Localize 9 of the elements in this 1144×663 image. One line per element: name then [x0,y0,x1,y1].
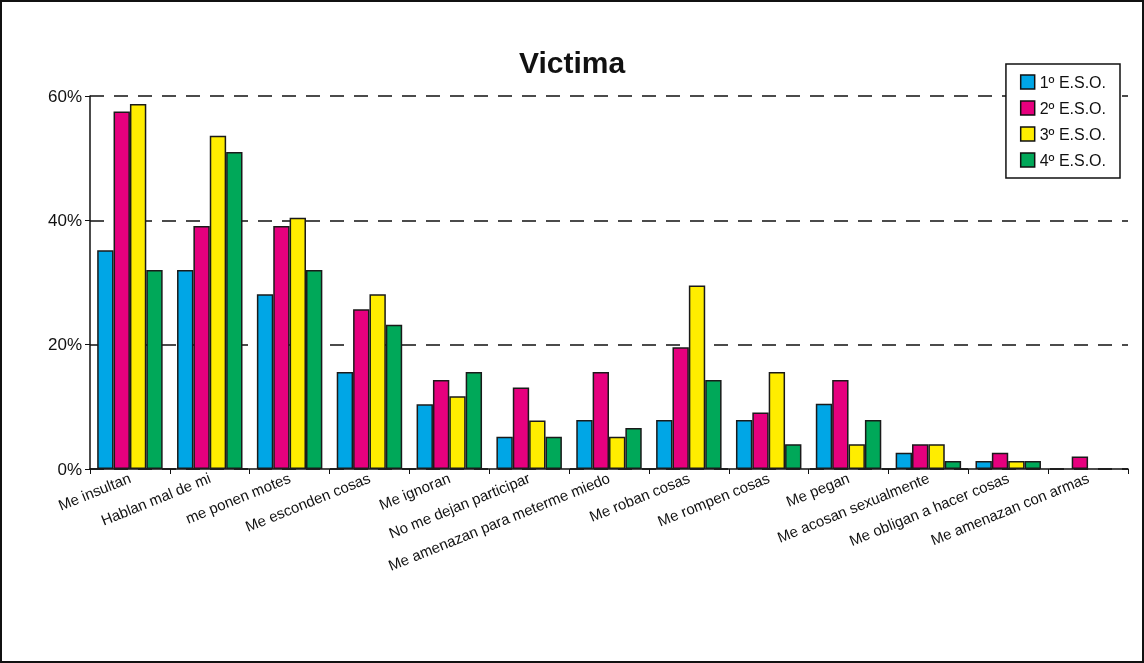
y-tick-label: 0% [57,459,82,479]
legend-label: 1º E.S.O. [1039,73,1106,91]
y-tick-label: 20% [47,335,82,355]
y-tick-label: 60% [47,86,82,106]
legend-label: 2º E.S.O. [1039,99,1106,117]
legend-label: 4º E.S.O. [1039,151,1106,169]
legend-label: 3º E.S.O. [1039,125,1106,143]
chart-title: Victima [518,45,626,79]
y-tick-label: 40% [47,210,82,230]
